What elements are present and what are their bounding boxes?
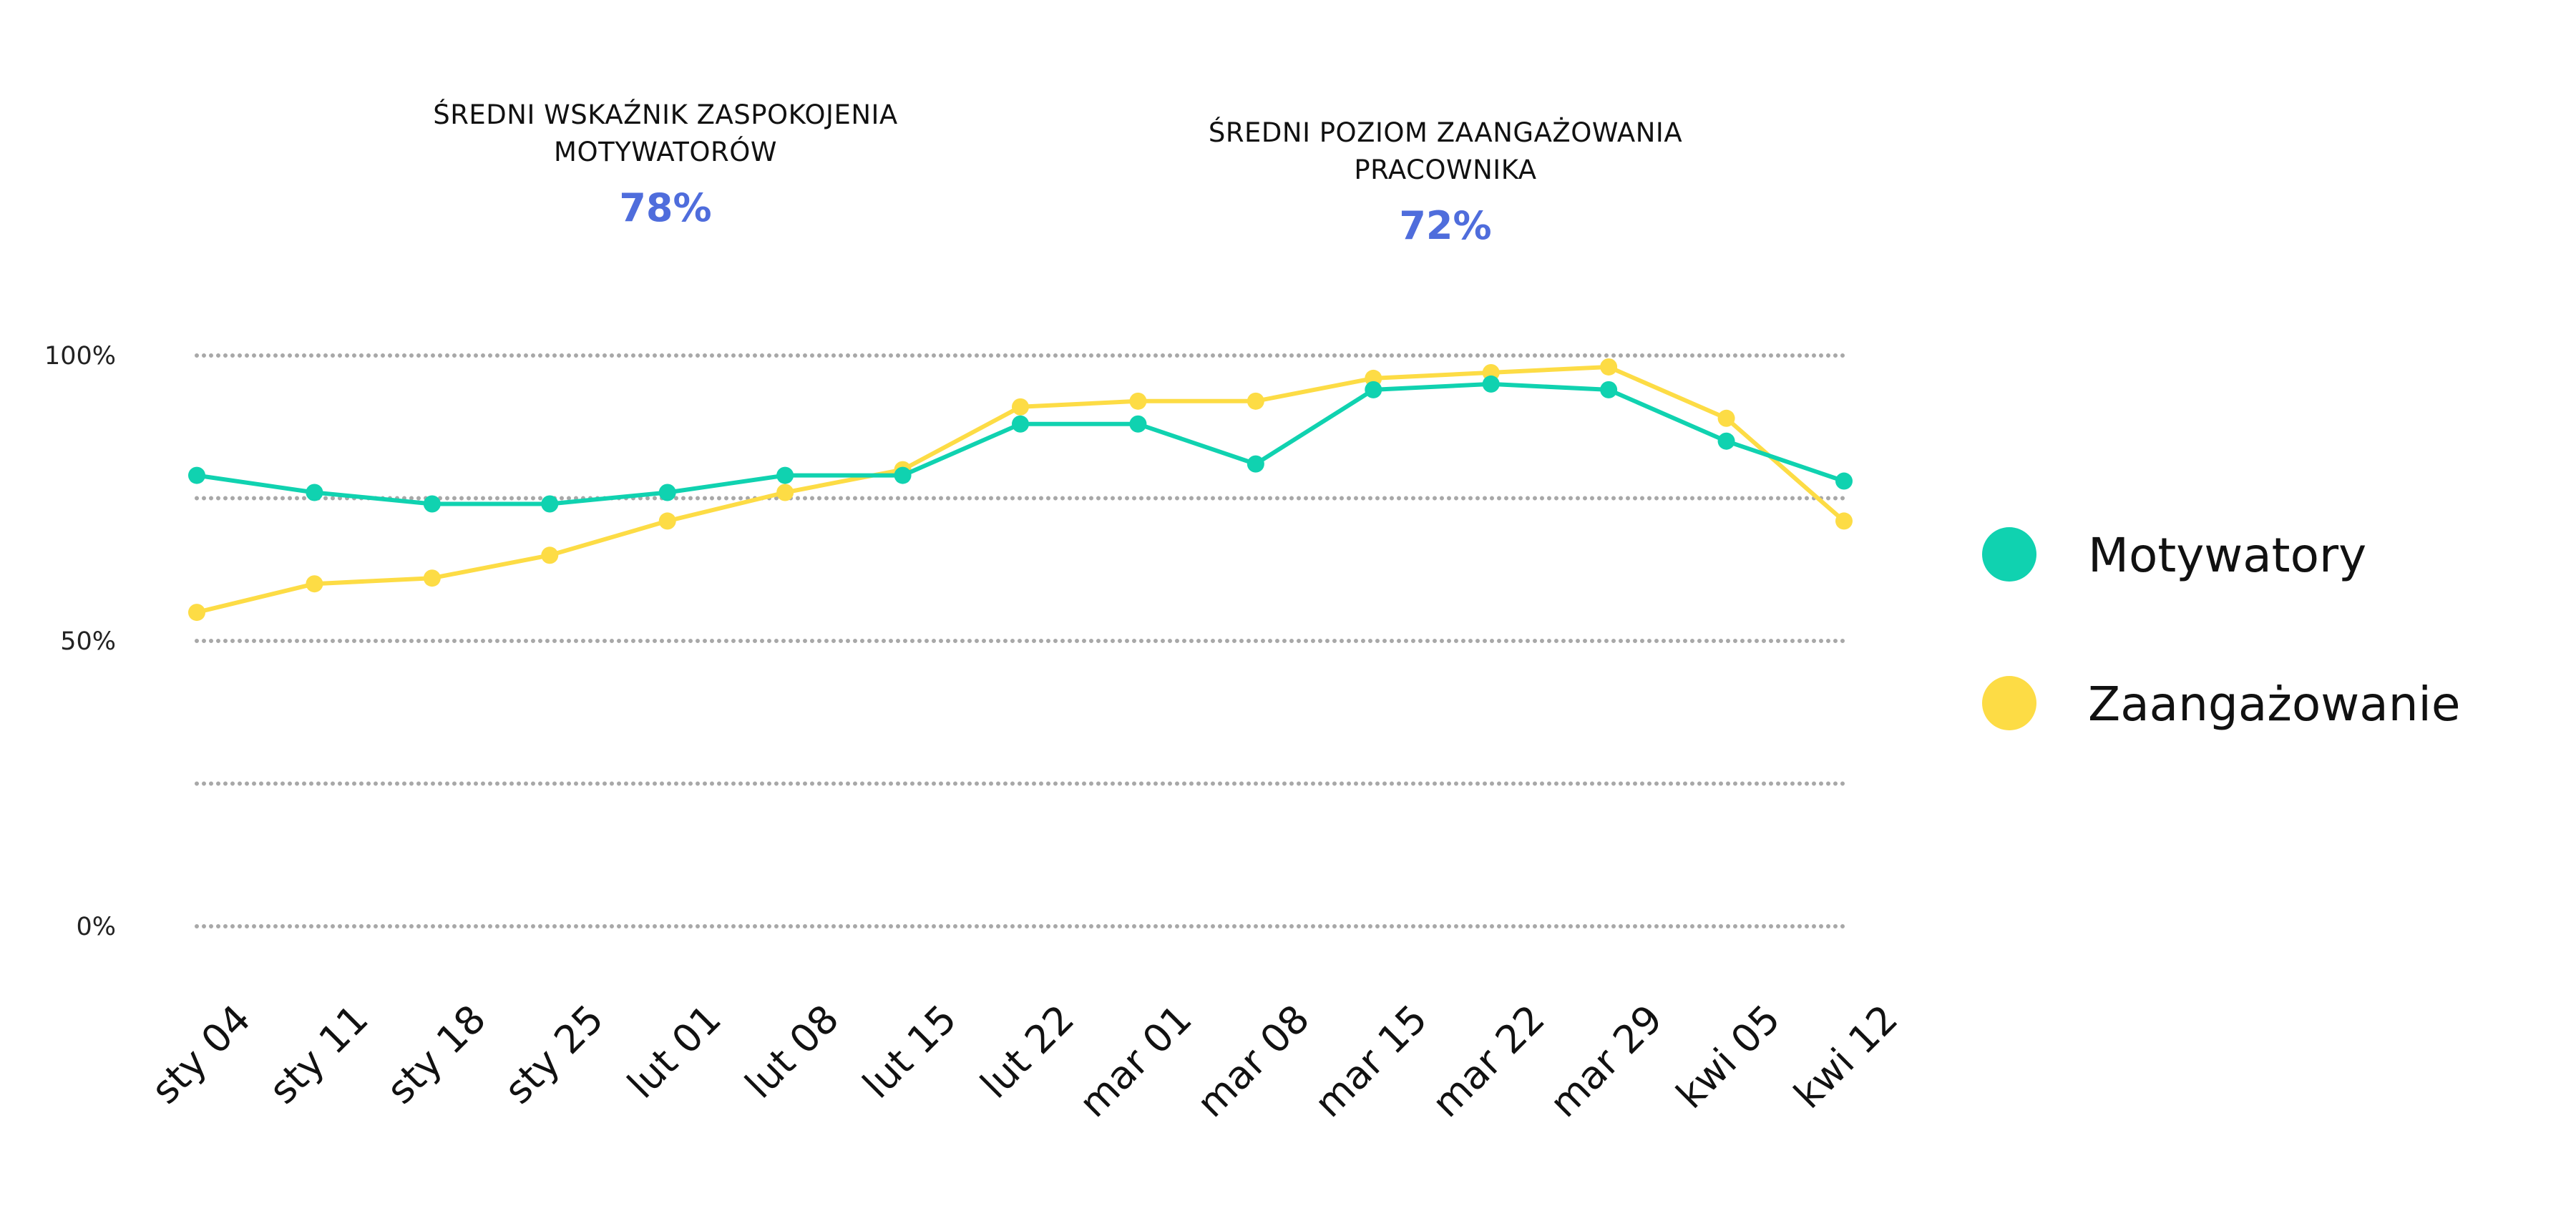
data-point xyxy=(1012,398,1029,416)
x-tick-label: lut 01 xyxy=(619,996,730,1107)
data-point xyxy=(541,546,559,564)
stat-engagement-title: ŚREDNI POZIOM ZAANGAŻOWANIA PRACOWNIKA xyxy=(1208,117,1683,185)
x-tick-label: mar 01 xyxy=(1070,996,1201,1127)
data-point xyxy=(306,575,323,593)
data-point xyxy=(1835,512,1853,530)
legend: Motywatory Zaangażowanie xyxy=(1982,527,2461,732)
data-point xyxy=(1365,381,1382,398)
stat-motivators: ŚREDNI WSKAŹNIK ZASPOKOJENIA MOTYWATORÓW… xyxy=(401,97,930,230)
data-point xyxy=(1717,432,1735,450)
data-point xyxy=(306,484,323,501)
data-point xyxy=(658,512,676,530)
data-point xyxy=(658,484,676,501)
data-point xyxy=(1717,409,1735,427)
y-tick-label: 50% xyxy=(60,627,116,656)
series-layer xyxy=(188,358,1853,622)
y-tick-label: 100% xyxy=(44,342,116,371)
data-point xyxy=(1129,392,1147,410)
data-point xyxy=(1600,381,1618,398)
x-tick-label: sty 18 xyxy=(378,996,494,1113)
legend-marker xyxy=(1982,676,2036,730)
x-axis-ticks: sty 04 sty 11 sty 18 sty 25 lut 01 lut 08 lut … xyxy=(142,996,1906,1127)
stat-engagement-value: 72% xyxy=(1399,203,1492,248)
legend-label: Zaangażowanie xyxy=(2088,677,2461,732)
x-tick-label: kwi 12 xyxy=(1785,996,1906,1117)
data-point xyxy=(423,569,441,587)
data-point xyxy=(1246,455,1264,473)
stat-motivators-title: ŚREDNI WSKAŹNIK ZASPOKOJENIA MOTYWATORÓW xyxy=(433,99,898,167)
stat-motivators-value: 78% xyxy=(619,185,712,230)
data-point xyxy=(776,484,794,501)
x-tick-label: sty 11 xyxy=(260,996,377,1113)
series-1 xyxy=(188,358,1853,622)
legend-marker xyxy=(1982,527,2036,582)
x-tick-label: kwi 05 xyxy=(1668,996,1789,1117)
data-point xyxy=(1012,415,1029,433)
data-point xyxy=(423,495,441,513)
data-point xyxy=(1129,415,1147,433)
data-point xyxy=(776,466,794,484)
data-point xyxy=(188,604,205,622)
x-tick-label: mar 29 xyxy=(1541,996,1672,1127)
data-point xyxy=(1246,392,1264,410)
data-point xyxy=(1835,472,1853,490)
series-0 xyxy=(188,375,1853,513)
y-tick-label: 0% xyxy=(76,913,116,941)
data-point xyxy=(1600,358,1618,376)
data-point xyxy=(894,466,912,484)
x-tick-label: lut 08 xyxy=(736,996,847,1107)
data-point xyxy=(188,466,205,484)
x-tick-label: lut 22 xyxy=(972,996,1083,1107)
data-point xyxy=(541,495,559,513)
x-tick-label: sty 04 xyxy=(142,996,259,1113)
x-tick-label: sty 25 xyxy=(496,996,613,1113)
x-tick-label: lut 15 xyxy=(854,996,965,1107)
legend-label: Motywatory xyxy=(2088,528,2366,583)
y-axis-ticks: 0% 50% 100% xyxy=(44,342,116,941)
stat-engagement: ŚREDNI POZIOM ZAANGAŻOWANIA PRACOWNIKA 7… xyxy=(1181,114,1710,248)
x-tick-label: mar 15 xyxy=(1306,996,1436,1127)
x-tick-label: mar 22 xyxy=(1423,996,1553,1127)
grid-layer xyxy=(195,353,1852,928)
x-tick-label: mar 08 xyxy=(1188,996,1318,1127)
data-point xyxy=(1482,375,1500,393)
